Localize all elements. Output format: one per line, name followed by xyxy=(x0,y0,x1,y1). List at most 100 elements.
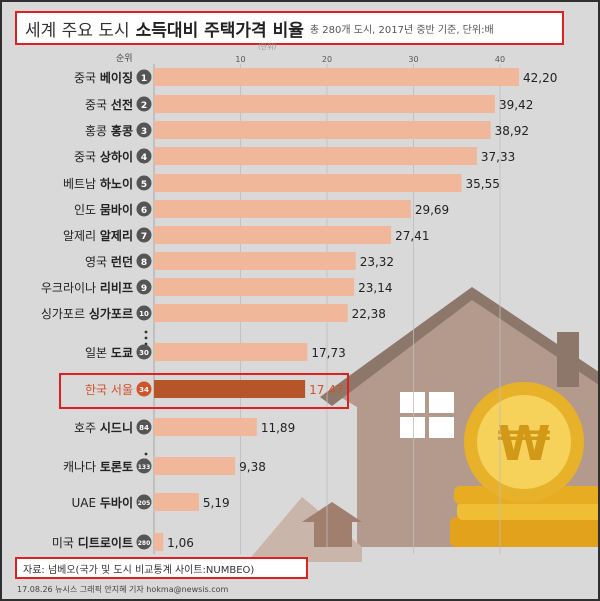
x-tick-label: 40 xyxy=(495,55,505,64)
unit-label: (단위) xyxy=(258,43,277,51)
rank-header: 순위 xyxy=(116,54,133,64)
x-tick-label: 20 xyxy=(322,55,332,64)
title-light: 세계 주요 도시 xyxy=(25,20,130,41)
ellipsis-dot xyxy=(144,452,148,456)
rank-number: 1 xyxy=(141,74,147,84)
value-label: 1,06 xyxy=(167,536,194,550)
rank-number: 10 xyxy=(139,310,149,318)
bar xyxy=(154,252,356,270)
bar xyxy=(154,121,491,139)
value-label: 17,47 xyxy=(309,383,343,397)
rank-number: 34 xyxy=(139,386,149,394)
category-label: 미국 디트로이트 xyxy=(52,535,133,550)
rank-number: 6 xyxy=(141,206,147,216)
title-bold: 소득대비 주택가격 비율 xyxy=(135,20,304,41)
category-label: 중국 선전 xyxy=(85,97,133,112)
credit-text: 17.08.26 뉴시스 그래픽 안지혜 기자 hokma@newsis.com xyxy=(17,585,229,594)
rank-number: 2 xyxy=(141,101,147,111)
source-box: 자료: 넘베오(국가 및 도시 비교통계 사이트:NUMBEO) xyxy=(15,557,308,579)
category-label: 캐나다 토론토 xyxy=(63,459,133,474)
subtitle: 총 280개 도시, 2017년 중반 기준, 단위:배 xyxy=(309,24,494,36)
category-label: 영국 런던 xyxy=(85,254,133,269)
rank-number: 3 xyxy=(141,127,147,137)
rank-number: 280 xyxy=(138,540,151,547)
value-label: 9,38 xyxy=(239,460,266,474)
category-label: 중국 상하이 xyxy=(74,149,133,164)
won-icon: ₩ xyxy=(498,416,551,472)
value-label: 22,38 xyxy=(352,307,386,321)
bar xyxy=(154,95,495,113)
rank-badge xyxy=(136,305,152,321)
rank-badge xyxy=(136,381,152,397)
rank-badge xyxy=(136,227,152,243)
rank-number: 205 xyxy=(138,500,151,507)
rank-badge xyxy=(136,419,152,435)
value-label: 11,89 xyxy=(261,421,295,435)
ellipsis-dot xyxy=(144,330,148,334)
source-text: 자료: 넘베오(국가 및 도시 비교통계 사이트:NUMBEO) xyxy=(23,564,255,576)
rank-number: 9 xyxy=(141,284,147,294)
rank-badge xyxy=(136,458,152,474)
bar xyxy=(154,278,355,296)
bar xyxy=(154,380,306,398)
bar xyxy=(154,457,236,475)
house-roof xyxy=(320,287,598,406)
category-label: 중국 베이징 xyxy=(74,70,133,85)
value-label: 5,19 xyxy=(203,496,230,510)
value-label: 38,92 xyxy=(495,124,529,138)
bar xyxy=(154,174,462,192)
value-label: 17,73 xyxy=(311,346,345,360)
bar xyxy=(154,68,520,86)
bar xyxy=(154,493,199,511)
category-label: 알제리 알제리 xyxy=(63,228,133,243)
bar xyxy=(154,533,164,551)
category-label: 일본 도쿄 xyxy=(85,346,133,360)
rank-badge xyxy=(136,175,152,191)
category-label: 한국 서울 xyxy=(85,383,133,397)
category-label: 베트남 하노이 xyxy=(63,176,133,191)
rank-number: 8 xyxy=(141,258,147,268)
value-label: 35,55 xyxy=(466,177,500,191)
rank-number: 4 xyxy=(141,153,147,163)
rank-number: 84 xyxy=(139,424,149,432)
highlight-box-seoul xyxy=(59,373,349,409)
rank-badge xyxy=(136,253,152,269)
bar xyxy=(154,147,477,165)
rank-badge xyxy=(136,534,152,550)
value-label: 42,20 xyxy=(523,71,557,85)
category-label: 인도 뭄바이 xyxy=(74,202,133,217)
bar xyxy=(154,418,257,436)
rank-badge xyxy=(136,344,152,360)
x-tick-label: 30 xyxy=(408,55,418,64)
value-label: 39,42 xyxy=(499,98,533,112)
title-box: 세계 주요 도시 소득대비 주택가격 비율 총 280개 도시, 2017년 중… xyxy=(15,11,564,45)
rank-number: 5 xyxy=(141,180,147,190)
bar xyxy=(154,343,308,361)
category-label: 우크라이나 리비프 xyxy=(41,280,133,295)
rank-badge xyxy=(136,279,152,295)
category-label: UAE 두바이 xyxy=(71,495,133,510)
arrow-house xyxy=(302,502,362,547)
x-tick-label: 10 xyxy=(235,55,245,64)
value-label: 29,69 xyxy=(415,203,449,217)
bar xyxy=(154,304,348,322)
rank-number: 30 xyxy=(139,349,149,357)
value-label: 23,32 xyxy=(360,255,394,269)
rank-badge xyxy=(136,148,152,164)
category-label: 싱가포르 싱가포르 xyxy=(41,306,133,321)
rank-badge xyxy=(136,494,152,510)
rank-number: 7 xyxy=(141,232,147,242)
rank-badge xyxy=(136,96,152,112)
value-label: 37,33 xyxy=(481,150,515,164)
bar xyxy=(154,226,392,244)
rank-number: 133 xyxy=(138,464,151,471)
rank-badge xyxy=(136,69,152,85)
coin-stack-base xyxy=(450,517,598,547)
value-label: 23,14 xyxy=(358,281,392,295)
category-label: 호주 시드니 xyxy=(74,420,133,435)
rank-badge xyxy=(136,122,152,138)
rank-badge xyxy=(136,201,152,217)
